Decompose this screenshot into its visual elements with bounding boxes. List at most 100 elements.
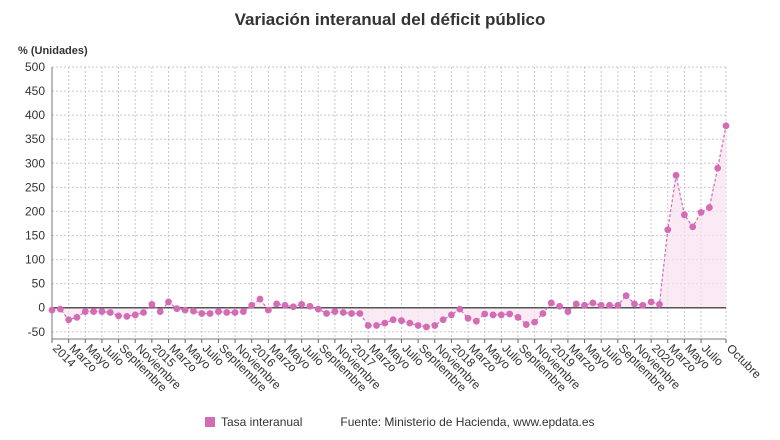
data-point	[705, 204, 713, 211]
data-point	[48, 306, 56, 314]
data-point	[456, 305, 464, 313]
data-point	[389, 316, 397, 324]
data-point	[639, 301, 647, 309]
data-point	[722, 122, 730, 130]
source-text: Fuente: Ministerio de Hacienda, www.epda…	[340, 415, 595, 429]
data-point	[239, 308, 247, 315]
data-point	[314, 305, 322, 313]
data-point	[539, 310, 547, 317]
y-tick-label: 350	[25, 132, 45, 146]
series-line	[51, 125, 727, 328]
data-point	[73, 313, 81, 321]
data-point	[398, 317, 405, 325]
data-point	[597, 301, 605, 309]
y-tick-label: 50	[32, 277, 46, 291]
data-point	[622, 292, 630, 300]
data-point	[148, 300, 156, 308]
data-point	[198, 310, 206, 317]
data-point	[190, 307, 197, 315]
data-point	[439, 316, 447, 324]
data-point	[448, 311, 455, 319]
grid-layer	[51, 66, 727, 343]
data-point	[647, 298, 655, 306]
data-point	[65, 316, 73, 324]
data-point	[364, 322, 372, 329]
data-point	[581, 301, 588, 309]
y-tick-label: 450	[25, 84, 45, 98]
data-point	[98, 308, 106, 315]
y-tick-label: 400	[25, 108, 45, 122]
legend-swatch	[205, 417, 215, 427]
data-point	[56, 305, 64, 313]
data-point	[423, 323, 430, 331]
data-point	[173, 305, 181, 313]
data-point	[614, 301, 622, 309]
data-point	[672, 171, 680, 179]
data-point	[431, 322, 439, 329]
data-point	[564, 308, 572, 315]
axis-layer	[51, 67, 726, 340]
line-layer	[51, 125, 727, 328]
data-point	[264, 306, 272, 314]
data-point	[680, 211, 688, 219]
y-tick-label: 250	[25, 180, 45, 194]
data-point	[289, 303, 297, 311]
data-point	[489, 311, 497, 319]
data-point	[331, 308, 339, 315]
data-point	[531, 318, 539, 326]
data-point	[414, 322, 422, 329]
data-point	[373, 322, 380, 329]
data-point	[223, 309, 231, 316]
data-point	[181, 306, 189, 314]
data-point	[506, 310, 514, 318]
y-tick-label: 300	[25, 156, 45, 170]
data-point	[714, 164, 722, 172]
data-point	[514, 313, 522, 321]
data-point	[522, 321, 530, 328]
data-point	[464, 314, 472, 322]
data-point	[348, 310, 355, 317]
data-point	[206, 310, 214, 317]
data-point	[664, 226, 672, 234]
data-point	[106, 309, 114, 316]
data-point	[556, 302, 563, 310]
data-point	[231, 309, 239, 316]
data-point	[472, 317, 480, 325]
data-point	[697, 208, 705, 216]
data-point	[256, 295, 264, 303]
data-point	[497, 311, 505, 319]
data-point	[339, 309, 347, 316]
data-point	[156, 308, 164, 315]
y-tick-label: 0	[38, 301, 45, 315]
chart-title: Variación interanual del déficit público	[234, 10, 546, 29]
data-point	[273, 300, 281, 308]
data-point	[165, 298, 172, 306]
y-tick-label: 150	[25, 228, 45, 242]
legend: Tasa interanual Fuente: Ministerio de Ha…	[205, 415, 595, 429]
data-point	[631, 300, 638, 308]
y-tick-label: 200	[25, 204, 45, 218]
data-point	[572, 300, 580, 308]
data-point	[689, 223, 697, 231]
data-point	[115, 312, 122, 320]
data-point	[298, 300, 306, 308]
data-point	[306, 302, 314, 310]
legend-label: Tasa interanual	[221, 415, 303, 429]
data-point	[406, 319, 414, 327]
data-point	[131, 311, 139, 319]
data-point	[381, 319, 389, 327]
x-tick-labels: 2014MarzoMayoJulioSeptiembreNoviembre201…	[50, 341, 764, 395]
data-point	[248, 301, 256, 309]
points-layer	[48, 122, 730, 331]
data-point	[123, 312, 131, 320]
y-tick-label: -50	[28, 325, 46, 339]
y-tick-label: 500	[25, 60, 45, 74]
x-tick-label: Octubre	[724, 341, 764, 381]
y-tick-labels: -50 0 50 100 150 200 250 300 350 400 450 500	[25, 60, 45, 339]
data-point	[589, 299, 597, 307]
data-point	[656, 300, 663, 308]
y-tick-label: 100	[25, 253, 45, 267]
data-point	[215, 308, 222, 315]
data-point	[356, 310, 364, 317]
